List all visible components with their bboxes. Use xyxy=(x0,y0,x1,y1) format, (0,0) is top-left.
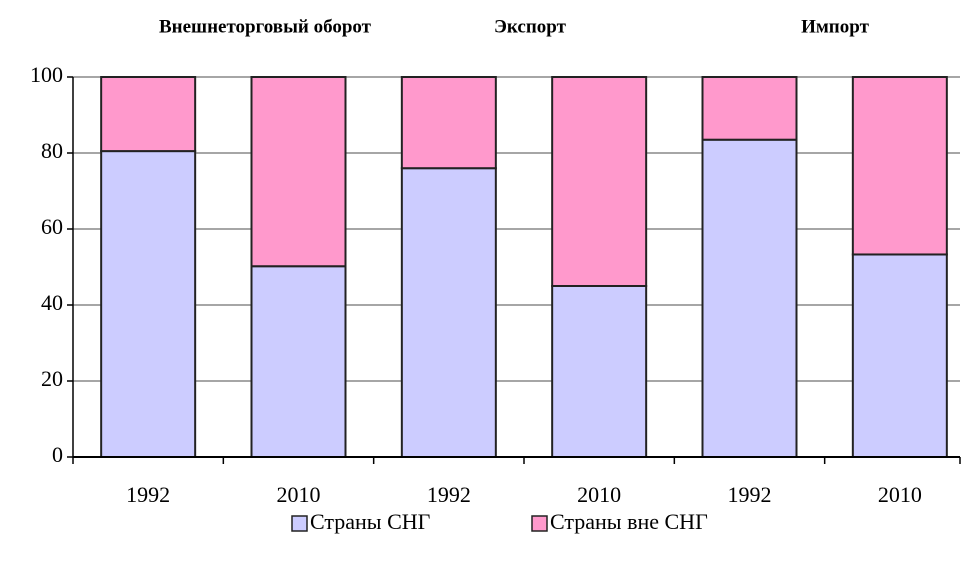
x-tick-label: 1992 xyxy=(126,482,170,507)
legend-swatch xyxy=(531,515,548,532)
bar-segment xyxy=(250,265,347,458)
y-tick-label: 0 xyxy=(52,442,63,467)
y-tick-label: 80 xyxy=(41,138,63,163)
group-title: Импорт xyxy=(801,16,869,37)
group-title: Экспорт xyxy=(494,16,567,37)
bar-segment xyxy=(100,76,197,153)
bar-segment xyxy=(701,76,798,141)
y-tick-label: 20 xyxy=(41,366,63,391)
y-tick-label: 60 xyxy=(41,214,63,239)
bar-segment xyxy=(851,76,948,256)
x-tick-label: 1992 xyxy=(728,482,772,507)
bar-segment xyxy=(400,167,497,458)
legend-swatch xyxy=(291,515,308,532)
bar-segment xyxy=(400,76,497,170)
bar-segment xyxy=(250,76,347,268)
bar-segment xyxy=(100,150,197,458)
group-title: Внешнеторговый оборот xyxy=(159,16,372,37)
x-tick-label: 2010 xyxy=(277,482,321,507)
bar-segment xyxy=(851,253,948,458)
bar-segment xyxy=(551,285,648,458)
y-tick-label: 100 xyxy=(30,62,63,87)
x-tick-label: 2010 xyxy=(577,482,621,507)
x-tick-label: 1992 xyxy=(427,482,471,507)
bar-segment xyxy=(551,76,648,287)
x-tick-label: 2010 xyxy=(878,482,922,507)
y-tick-label: 40 xyxy=(41,290,63,315)
bar-segment xyxy=(701,138,798,458)
legend-label: Страны вне СНГ xyxy=(550,509,708,534)
legend-label: Страны СНГ xyxy=(310,509,431,534)
